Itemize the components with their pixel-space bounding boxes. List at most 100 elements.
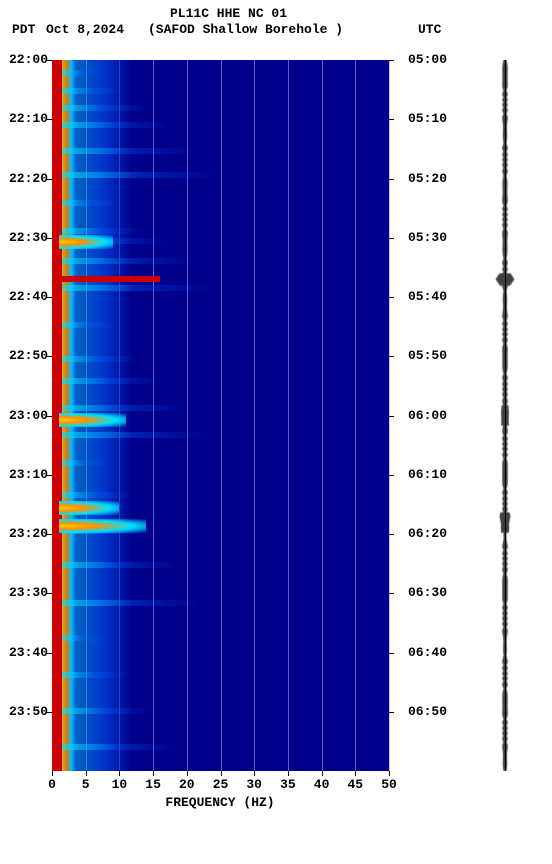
tickmark-x	[86, 771, 87, 776]
tick-x-freq: 15	[145, 777, 161, 792]
tickmark-x	[221, 771, 222, 776]
gridline-45hz	[355, 60, 356, 771]
bg-streak	[62, 405, 184, 411]
bg-streak	[62, 635, 105, 641]
tick-right-time: 05:00	[408, 52, 447, 67]
tick-right-time: 06:30	[408, 585, 447, 600]
tickmark-right	[389, 475, 394, 476]
tz-right-label: UTC	[418, 22, 441, 37]
tickmark-right	[389, 534, 394, 535]
tz-left-label: PDT	[12, 22, 35, 37]
x-axis-label: FREQUENCY (HZ)	[165, 795, 274, 810]
bg-streak	[62, 148, 194, 154]
tick-x-freq: 35	[280, 777, 296, 792]
tick-right-time: 06:50	[408, 704, 447, 719]
bg-streak	[62, 492, 133, 498]
tickmark-x	[187, 771, 188, 776]
tick-left-time: 23:50	[4, 704, 48, 719]
bg-streak	[62, 562, 179, 568]
tickmark-right	[389, 119, 394, 120]
tick-right-time: 06:00	[408, 408, 447, 423]
bg-streak	[62, 672, 128, 678]
tickmark-left	[47, 653, 52, 654]
event-hot	[59, 235, 113, 249]
tick-right-time: 06:10	[408, 467, 447, 482]
tickmark-left	[47, 416, 52, 417]
tick-left-time: 22:50	[4, 348, 48, 363]
bg-streak	[62, 708, 151, 714]
tickmark-left	[47, 297, 52, 298]
gridline-40hz	[322, 60, 323, 771]
gridline-20hz	[187, 60, 188, 771]
bg-streak	[62, 322, 115, 328]
tick-left-time: 22:10	[4, 111, 48, 126]
event-hot	[59, 501, 120, 515]
tick-left-time: 23:10	[4, 467, 48, 482]
tickmark-right	[389, 593, 394, 594]
tick-right-time: 05:10	[408, 111, 447, 126]
tickmark-x	[119, 771, 120, 776]
tickmark-x	[322, 771, 323, 776]
tickmark-left	[47, 119, 52, 120]
tick-x-freq: 10	[112, 777, 128, 792]
tick-left-time: 23:00	[4, 408, 48, 423]
gridline-15hz	[153, 60, 154, 771]
tick-left-time: 22:40	[4, 289, 48, 304]
tick-right-time: 06:20	[408, 526, 447, 541]
tick-x-freq: 40	[314, 777, 330, 792]
tickmark-left	[47, 238, 52, 239]
spectrogram-plot	[52, 60, 389, 771]
bg-streak	[62, 285, 212, 291]
tickmark-x	[254, 771, 255, 776]
tick-x-freq: 45	[347, 777, 363, 792]
tick-x-freq: 0	[48, 777, 56, 792]
tick-right-time: 06:40	[408, 645, 447, 660]
event-saturated	[52, 276, 160, 282]
tickmark-left	[47, 593, 52, 594]
site-label: (SAFOD Shallow Borehole )	[148, 22, 343, 37]
tick-x-freq: 20	[179, 777, 195, 792]
tickmark-left	[47, 475, 52, 476]
tickmark-right	[389, 653, 394, 654]
tick-right-time: 05:50	[408, 348, 447, 363]
bg-streak	[62, 122, 171, 128]
seismogram-wiggle	[490, 60, 520, 771]
tickmark-right	[389, 238, 394, 239]
tick-x-freq: 5	[82, 777, 90, 792]
tick-x-freq: 50	[381, 777, 397, 792]
tickmark-x	[355, 771, 356, 776]
tick-x-freq: 30	[246, 777, 262, 792]
tickmark-right	[389, 179, 394, 180]
tickmark-right	[389, 416, 394, 417]
tick-left-time: 23:30	[4, 585, 48, 600]
tick-left-time: 23:40	[4, 645, 48, 660]
date-label: Oct 8,2024	[46, 22, 124, 37]
bg-streak	[62, 356, 138, 362]
tickmark-left	[47, 534, 52, 535]
bg-streak	[62, 744, 174, 750]
gridline-30hz	[254, 60, 255, 771]
tick-right-time: 05:40	[408, 289, 447, 304]
gridline-35hz	[288, 60, 289, 771]
tickmark-x	[52, 771, 53, 776]
tickmark-left	[47, 179, 52, 180]
tick-x-freq: 25	[213, 777, 229, 792]
bg-streak	[62, 460, 110, 466]
station-title: PL11C HHE NC 01	[170, 6, 287, 21]
tickmark-x	[389, 771, 390, 776]
seismogram-strip	[490, 60, 520, 771]
bg-streak	[62, 172, 217, 178]
tickmark-x	[153, 771, 154, 776]
gridline-25hz	[221, 60, 222, 771]
bg-streak	[62, 378, 161, 384]
bg-streak	[62, 258, 189, 264]
bg-streak	[62, 105, 148, 111]
tickmark-right	[389, 60, 394, 61]
bg-streak	[62, 200, 120, 206]
tickmark-left	[47, 356, 52, 357]
tickmark-left	[47, 712, 52, 713]
bg-streak	[62, 88, 125, 94]
bg-streak	[62, 228, 143, 234]
tick-left-time: 22:20	[4, 171, 48, 186]
tickmark-left	[47, 60, 52, 61]
